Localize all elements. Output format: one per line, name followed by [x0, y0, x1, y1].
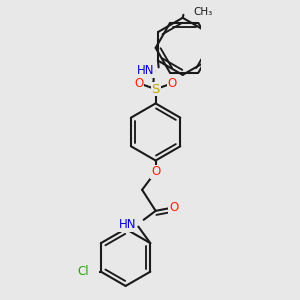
Text: Cl: Cl	[77, 265, 89, 278]
Text: O: O	[167, 77, 177, 90]
Text: S: S	[152, 83, 160, 96]
Text: O: O	[151, 165, 160, 178]
Text: HN: HN	[136, 64, 154, 77]
Text: CH₃: CH₃	[193, 7, 212, 17]
Text: O: O	[169, 201, 178, 214]
Text: HN: HN	[118, 218, 136, 231]
Text: O: O	[134, 77, 144, 90]
